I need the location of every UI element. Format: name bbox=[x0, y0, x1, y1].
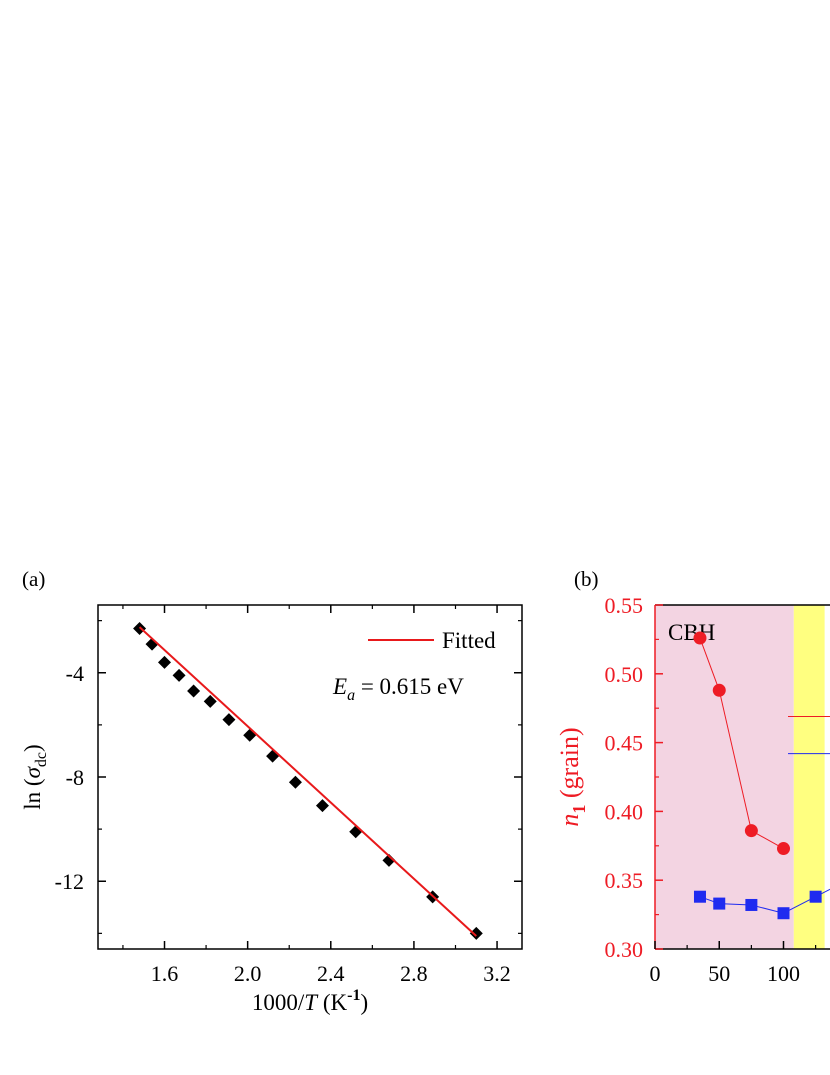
xlabel-unit-close: ) bbox=[360, 990, 368, 1015]
y-tick-label: 0.50 bbox=[605, 662, 644, 687]
x-tick-label: 0 bbox=[650, 961, 661, 986]
x-tick-label: 2.0 bbox=[234, 961, 262, 986]
xlabel-unit-open: (K bbox=[317, 990, 347, 1015]
panel-b-region-label: CBH bbox=[668, 620, 715, 645]
xlabel-unit-exp: -1 bbox=[347, 987, 360, 1004]
region-band bbox=[655, 605, 794, 949]
y-tick-label: 0.35 bbox=[605, 868, 644, 893]
y-tick-label: 0.30 bbox=[605, 937, 644, 962]
data-point bbox=[744, 824, 758, 838]
y-tick-label: -4 bbox=[66, 661, 84, 686]
annotation-rest: = 0.615 eV bbox=[355, 674, 464, 699]
data-point bbox=[222, 713, 236, 727]
ylabel-prefix: ln ( bbox=[20, 778, 45, 809]
b-ylabel-var: n bbox=[555, 814, 584, 827]
panel-b-chart: CBH 0.30 0.35 0.40 0.45 0.50 0.55 0 50 100 n1 (… bbox=[555, 593, 830, 986]
data-point bbox=[777, 842, 790, 856]
panel-b-x-ticks: 0 50 100 bbox=[650, 941, 817, 986]
b-ylabel-rest: (grain) bbox=[555, 727, 584, 804]
xlabel-var: T bbox=[304, 990, 319, 1015]
panel-a-legend-label: Fitted bbox=[442, 628, 496, 653]
data-point bbox=[243, 728, 257, 742]
panel-b-partial-markers bbox=[788, 715, 830, 755]
x-tick-label: 2.8 bbox=[400, 961, 428, 986]
y-tick-label: -8 bbox=[66, 765, 84, 790]
data-point bbox=[349, 825, 363, 839]
ylabel-sub: dc bbox=[33, 752, 50, 767]
data-point bbox=[713, 897, 726, 910]
y-tick-label: 0.45 bbox=[605, 731, 644, 756]
panel-b-label: (b) bbox=[574, 567, 599, 591]
data-point bbox=[315, 799, 329, 813]
data-point bbox=[266, 749, 280, 763]
x-tick-label: 1.6 bbox=[151, 961, 179, 986]
x-tick-label: 2.4 bbox=[317, 961, 345, 986]
x-tick-label: 3.2 bbox=[483, 961, 511, 986]
y-tick-label: 0.40 bbox=[605, 799, 644, 824]
panel-a-y-ticks: -4 -8 -12 bbox=[55, 620, 522, 934]
data-point bbox=[187, 684, 201, 698]
data-point bbox=[203, 694, 217, 708]
data-point bbox=[382, 853, 396, 867]
panel-a-fit-line bbox=[138, 626, 477, 937]
data-point bbox=[777, 907, 790, 920]
panel-b-regions bbox=[655, 605, 825, 949]
ylabel-close: ) bbox=[20, 744, 45, 752]
data-point bbox=[745, 898, 758, 911]
panel-a-label: (a) bbox=[22, 567, 45, 591]
y-tick-label: 0.55 bbox=[605, 593, 644, 618]
annotation-sub: a bbox=[347, 687, 355, 704]
panel-a-y-axis-label: ln (σdc) bbox=[20, 744, 50, 809]
panel-a-x-ticks: 1.6 2.0 2.4 2.8 3.2 bbox=[122, 605, 511, 986]
panel-b-series bbox=[693, 631, 830, 920]
panel-a-chart: 1.6 2.0 2.4 2.8 3.2 -4 -8 -12 Fitted Ea = 0.61… bbox=[20, 604, 523, 1015]
data-point bbox=[809, 890, 822, 903]
data-point bbox=[288, 775, 302, 789]
annotation-var: E bbox=[332, 674, 347, 699]
data-point bbox=[712, 683, 726, 697]
panel-a-x-axis-label: 1000/T (K-1) bbox=[252, 987, 368, 1015]
data-point bbox=[693, 631, 707, 645]
panel-b-y-axis-label: n1 (grain) bbox=[555, 727, 589, 826]
x-tick-label: 100 bbox=[767, 961, 800, 986]
b-ylabel-sub: 1 bbox=[569, 805, 589, 814]
panel-b-y-ticks: 0.30 0.35 0.40 0.45 0.50 0.55 bbox=[605, 593, 663, 962]
panel-a-frame bbox=[97, 604, 523, 950]
data-point bbox=[172, 668, 186, 682]
y-tick-label: -12 bbox=[55, 869, 84, 894]
xlabel-prefix: 1000/ bbox=[252, 990, 305, 1015]
data-point bbox=[469, 926, 483, 940]
x-tick-label: 50 bbox=[708, 961, 730, 986]
panel-a-annotation: Ea = 0.615 eV bbox=[332, 674, 464, 704]
series-line bbox=[699, 637, 784, 849]
data-point bbox=[693, 890, 706, 903]
ylabel-sigma: σ bbox=[20, 765, 45, 778]
data-point bbox=[158, 655, 172, 669]
